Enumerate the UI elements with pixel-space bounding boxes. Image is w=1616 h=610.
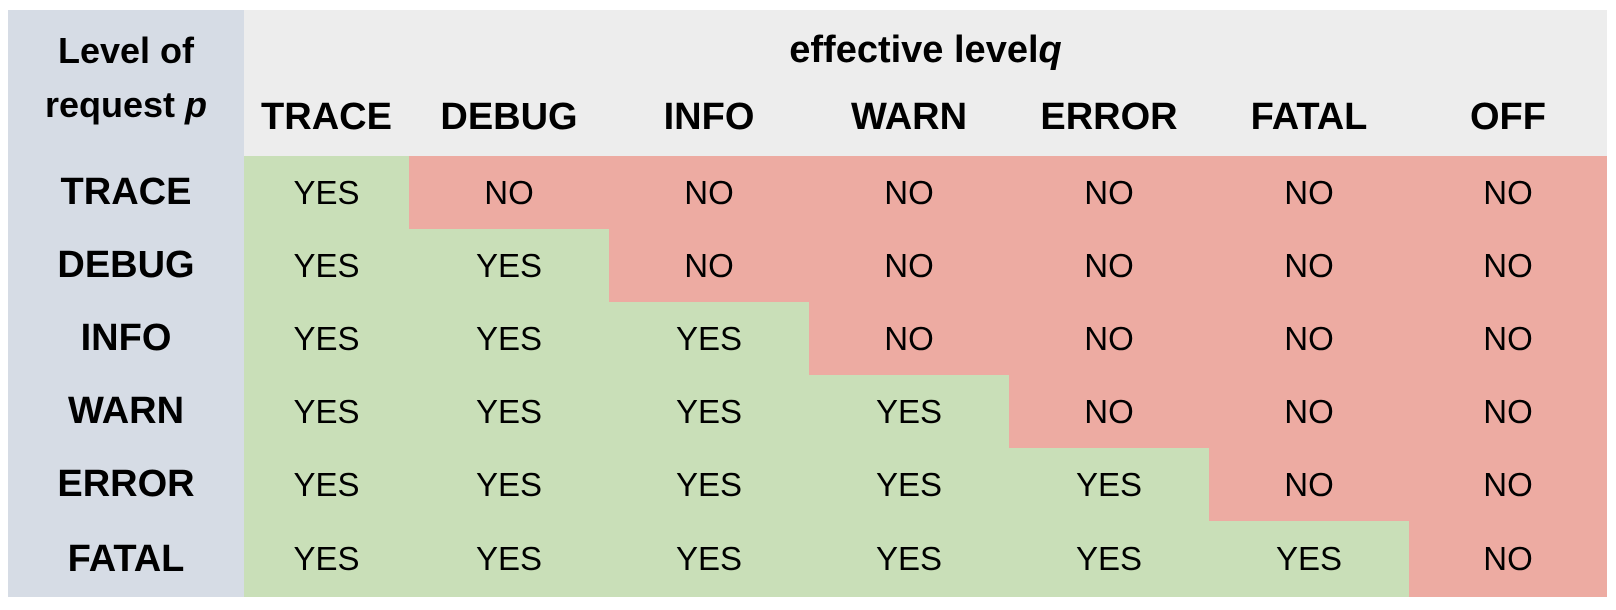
- table-cell-info-debug: YES: [409, 302, 609, 375]
- title-var-q: q: [1038, 28, 1062, 71]
- table-cell-debug-warn: NO: [809, 229, 1009, 302]
- table-cell-info-fatal: NO: [1209, 302, 1409, 375]
- table-cell-fatal-debug: YES: [409, 521, 609, 597]
- table-cell-trace-warn: NO: [809, 156, 1009, 229]
- table-cell-debug-off: NO: [1409, 229, 1607, 302]
- table-cell-error-off: NO: [1409, 448, 1607, 521]
- row-header-debug: DEBUG: [8, 229, 244, 302]
- row-header-fatal: FATAL: [8, 521, 244, 597]
- table-cell-fatal-off: NO: [1409, 521, 1607, 597]
- table-cell-fatal-error: YES: [1009, 521, 1209, 597]
- table-cell-info-trace: YES: [244, 302, 409, 375]
- table-cell-error-fatal: NO: [1209, 448, 1409, 521]
- column-header-off: OFF: [1470, 95, 1546, 138]
- column-header-trace: TRACE: [261, 95, 392, 138]
- table-cell-trace-debug: NO: [409, 156, 609, 229]
- table-cell-fatal-fatal: YES: [1209, 521, 1409, 597]
- table-cell-info-off: NO: [1409, 302, 1607, 375]
- table-group-title-text: effective level: [789, 28, 1039, 71]
- corner-line-1: Level of: [57, 30, 195, 71]
- table-cell-error-trace: YES: [244, 448, 409, 521]
- row-header-error: ERROR: [8, 448, 244, 521]
- table-cell-debug-error: NO: [1009, 229, 1209, 302]
- table-cell-error-error: YES: [1009, 448, 1209, 521]
- table-cell-fatal-warn: YES: [809, 521, 1009, 597]
- column-header-debug: DEBUG: [440, 95, 578, 138]
- column-header-fatal: FATAL: [1250, 95, 1368, 138]
- table-cell-warn-debug: YES: [409, 375, 609, 448]
- column-header-warn: WARN: [850, 95, 968, 138]
- table-cell-trace-error: NO: [1009, 156, 1209, 229]
- table-group-title: effective level q: [244, 10, 1607, 82]
- table-cell-info-info: YES: [609, 302, 809, 375]
- table-cell-info-warn: NO: [809, 302, 1009, 375]
- table-cell-error-warn: YES: [809, 448, 1009, 521]
- corner-line-2: request p: [45, 78, 207, 132]
- table-cell-debug-trace: YES: [244, 229, 409, 302]
- table-cell-error-info: YES: [609, 448, 809, 521]
- table-cell-trace-fatal: NO: [1209, 156, 1409, 229]
- table-cell-trace-trace: YES: [244, 156, 409, 229]
- log-level-table: Level of request p effective level q TRA…: [8, 10, 1607, 597]
- table-cell-trace-info: NO: [609, 156, 809, 229]
- column-header-band: effective level q TRACE DEBUG INFO WARN ERRO…: [244, 10, 1607, 156]
- table-cell-warn-fatal: NO: [1209, 375, 1409, 448]
- corner-var-p: p: [185, 84, 208, 125]
- table-cell-warn-info: YES: [609, 375, 809, 448]
- corner-line-2-text: request: [44, 84, 186, 125]
- table-cell-fatal-trace: YES: [244, 521, 409, 597]
- table-cell-info-error: NO: [1009, 302, 1209, 375]
- table-cell-warn-trace: YES: [244, 375, 409, 448]
- table-cell-trace-off: NO: [1409, 156, 1607, 229]
- table-cell-debug-info: NO: [609, 229, 809, 302]
- table-cell-error-debug: YES: [409, 448, 609, 521]
- corner-header: Level of request p: [8, 10, 244, 156]
- column-header-info: INFO: [663, 95, 755, 138]
- row-header-info: INFO: [8, 302, 244, 375]
- table-cell-warn-error: NO: [1009, 375, 1209, 448]
- table-cell-warn-warn: YES: [809, 375, 1009, 448]
- table-cell-debug-fatal: NO: [1209, 229, 1409, 302]
- table-cell-warn-off: NO: [1409, 375, 1607, 448]
- row-header-trace: TRACE: [8, 156, 244, 229]
- table-cell-fatal-info: YES: [609, 521, 809, 597]
- row-header-warn: WARN: [8, 375, 244, 448]
- column-header-error: ERROR: [1040, 95, 1178, 138]
- table-cell-debug-debug: YES: [409, 229, 609, 302]
